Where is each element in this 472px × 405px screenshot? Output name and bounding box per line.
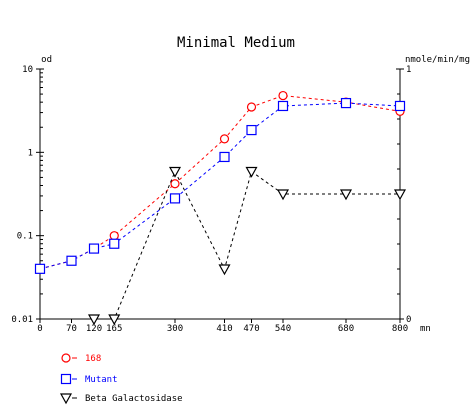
x-tick-label: 165 xyxy=(106,324,122,334)
y-right-tick-label: 1 xyxy=(406,65,411,75)
data-point-square xyxy=(109,238,120,249)
x-tick-label: 120 xyxy=(86,324,102,334)
y-left-axis-label: od xyxy=(41,55,52,65)
data-point-triangle xyxy=(245,166,258,178)
x-tick-label: 540 xyxy=(275,324,291,334)
data-point-triangle xyxy=(87,314,101,326)
data-point-circle xyxy=(61,353,71,363)
legend-label: 168 xyxy=(85,354,101,364)
legend-item: Beta Galactosidase xyxy=(59,393,183,405)
y-left-tick-label: 0.01 xyxy=(11,315,33,325)
series-line xyxy=(39,95,401,270)
series-2 xyxy=(87,166,407,326)
data-point-triangle xyxy=(168,166,182,178)
y-right-tick-label: 0 xyxy=(406,315,411,325)
x-tick-label: 680 xyxy=(338,324,354,334)
data-point-square xyxy=(60,373,72,385)
chart-title: Minimal Medium xyxy=(177,35,295,51)
legend-label: Mutant xyxy=(85,375,118,385)
data-point-triangle xyxy=(393,189,407,201)
legend-item: 168 xyxy=(61,353,101,364)
y-right-axis-label: nmole/min/mg xyxy=(405,55,470,65)
x-tick-label: 300 xyxy=(167,324,183,334)
data-point-square xyxy=(219,151,230,163)
series-line xyxy=(94,170,400,320)
x-tick-label: 70 xyxy=(66,324,77,334)
y-left-tick-label: 0.1 xyxy=(17,232,33,242)
data-point-circle xyxy=(278,90,288,101)
y-left-tick-label: 1 xyxy=(28,148,33,158)
x-tick-label: 0 xyxy=(37,324,42,334)
data-point-circle xyxy=(219,134,230,144)
x-tick-label: 410 xyxy=(216,324,232,334)
data-point-square xyxy=(394,100,406,112)
series-1 xyxy=(34,97,406,274)
series-layer xyxy=(34,90,407,326)
legend: 168 Mutant Beta Galactosidase xyxy=(59,353,183,405)
data-point-triangle xyxy=(108,314,121,326)
data-point-square xyxy=(34,263,46,274)
data-point-triangle xyxy=(276,189,290,201)
legend-label: Beta Galactosidase xyxy=(85,394,183,404)
x-axis-unit: mn xyxy=(420,324,431,334)
data-point-circle xyxy=(109,231,119,241)
y-left-tick-label: 10 xyxy=(22,65,33,75)
data-point-square xyxy=(340,97,352,109)
data-point-triangle xyxy=(59,393,73,405)
x-tick-label: 800 xyxy=(392,324,408,334)
data-point-square xyxy=(277,100,289,112)
data-point-circle xyxy=(170,179,180,189)
legend-item: Mutant xyxy=(60,373,118,385)
data-point-triangle xyxy=(218,264,231,276)
x-tick-label: 470 xyxy=(243,324,259,334)
series-line xyxy=(39,102,401,270)
data-point-square xyxy=(169,193,181,204)
data-point-square xyxy=(88,243,100,254)
data-point-square xyxy=(246,124,257,136)
data-point-circle xyxy=(246,102,257,112)
data-point-square xyxy=(66,255,77,266)
data-point-triangle xyxy=(339,189,353,201)
